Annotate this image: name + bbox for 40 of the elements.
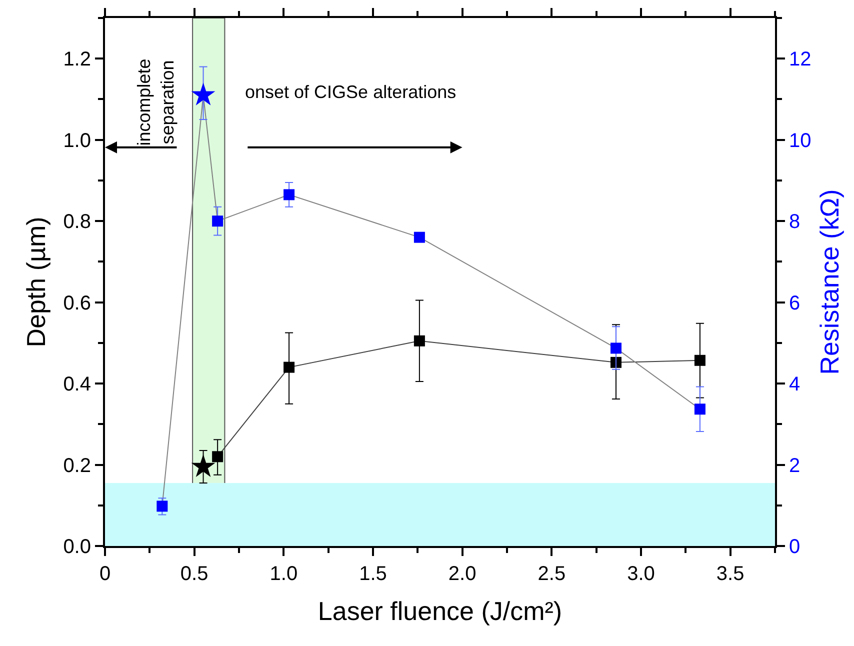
annotation: incomplete separation	[134, 58, 178, 146]
y-tick-label: 1.2	[63, 48, 91, 71]
x-tick-label: 2.5	[538, 563, 566, 585]
y-tick-label: 0.4	[63, 374, 91, 396]
y-tick-label: 0.8	[63, 211, 91, 234]
x-axis-title: Laser fluence (J/cm²)	[318, 596, 562, 626]
point	[414, 335, 425, 346]
point	[610, 356, 622, 368]
point	[191, 454, 216, 477]
y-tick-label: 1.0	[63, 130, 91, 152]
y-tick-label: 0.2	[63, 454, 91, 477]
point	[284, 189, 295, 200]
x-tick-label: 0	[99, 563, 111, 585]
y2-tick-label: 2	[789, 454, 800, 477]
point	[212, 216, 224, 227]
y2-tick-label: 12	[789, 48, 812, 71]
point	[694, 404, 706, 415]
point	[284, 362, 295, 373]
point	[156, 500, 168, 512]
point	[414, 232, 425, 243]
x-tick-label: 2.0	[448, 563, 476, 585]
point	[610, 342, 622, 354]
annotation: onset of CIGSe alterations	[245, 82, 456, 102]
x-tick-label: 3.5	[716, 563, 744, 585]
point	[212, 451, 224, 462]
y2-tick-label: 8	[789, 211, 800, 234]
x-tick-label: 1.0	[270, 563, 298, 585]
y2-tick-label: 0	[789, 536, 800, 558]
y2-tick-label: 10	[789, 130, 812, 152]
x-tick-label: 3.0	[627, 563, 655, 585]
y2-tick-label: 6	[789, 292, 800, 314]
y-tick-label: 0.0	[63, 536, 91, 558]
point	[191, 82, 216, 106]
point	[694, 354, 706, 366]
y-axis-title: Depth (µm)	[21, 216, 52, 348]
y2-tick-label: 4	[789, 374, 800, 396]
x-tick-label: 1.5	[359, 563, 387, 585]
y2-axis-title: Resistance (kΩ)	[814, 189, 844, 375]
y-tick-label: 0.6	[63, 292, 91, 314]
x-tick-label: 0.5	[180, 563, 208, 585]
